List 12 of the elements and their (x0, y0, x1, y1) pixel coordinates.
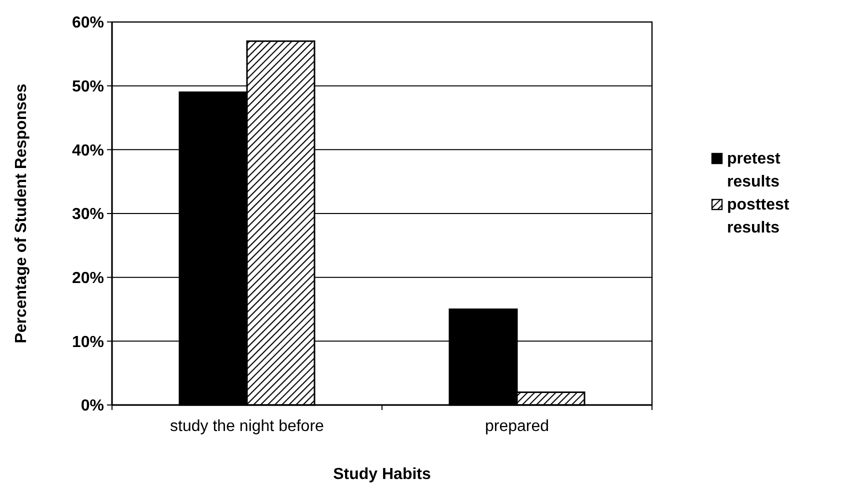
y-tick-label: 10% (72, 334, 104, 351)
y-tick-label: 60% (72, 14, 104, 32)
y-tick-label: 0% (80, 398, 104, 415)
y-axis-title: Percentage of Student Responses (13, 84, 30, 344)
y-tick-label: 30% (72, 206, 104, 224)
x-tick-label: prepared (484, 418, 550, 435)
y-tick-label: 40% (72, 142, 104, 160)
legend-label: posttest results (727, 196, 790, 236)
x-tick-label: study the night before (170, 418, 324, 435)
x-axis-title: Study Habits (333, 466, 431, 483)
y-tick-label: 20% (72, 270, 104, 287)
y-tick-label: 50% (72, 78, 104, 96)
